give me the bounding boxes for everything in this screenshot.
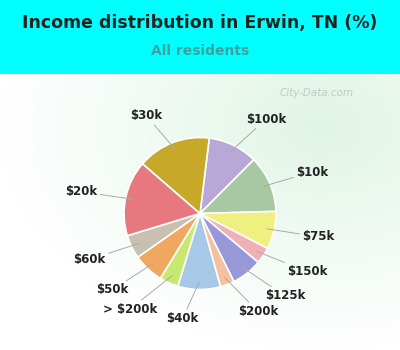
Text: $20k: $20k	[65, 185, 133, 199]
Wedge shape	[178, 214, 220, 289]
Wedge shape	[127, 214, 200, 257]
Wedge shape	[200, 214, 268, 262]
Wedge shape	[200, 211, 276, 248]
Text: > $200k: > $200k	[103, 276, 172, 316]
Text: $40k: $40k	[166, 282, 199, 325]
Wedge shape	[200, 214, 234, 287]
Text: $60k: $60k	[74, 244, 138, 266]
Wedge shape	[200, 160, 276, 214]
Text: $50k: $50k	[96, 264, 153, 296]
Text: Income distribution in Erwin, TN (%): Income distribution in Erwin, TN (%)	[22, 14, 378, 32]
Wedge shape	[142, 138, 209, 214]
Wedge shape	[138, 214, 200, 278]
Text: $150k: $150k	[257, 251, 328, 278]
Wedge shape	[200, 138, 254, 214]
Text: $75k: $75k	[267, 229, 334, 243]
Text: $200k: $200k	[224, 277, 278, 318]
Text: $125k: $125k	[242, 267, 305, 302]
Text: $100k: $100k	[230, 113, 286, 152]
Text: City-Data.com: City-Data.com	[280, 88, 354, 98]
Text: $30k: $30k	[130, 109, 176, 150]
Text: All residents: All residents	[151, 44, 249, 58]
Text: $10k: $10k	[263, 166, 328, 187]
Wedge shape	[160, 214, 200, 286]
Wedge shape	[124, 164, 200, 236]
Wedge shape	[200, 214, 258, 281]
